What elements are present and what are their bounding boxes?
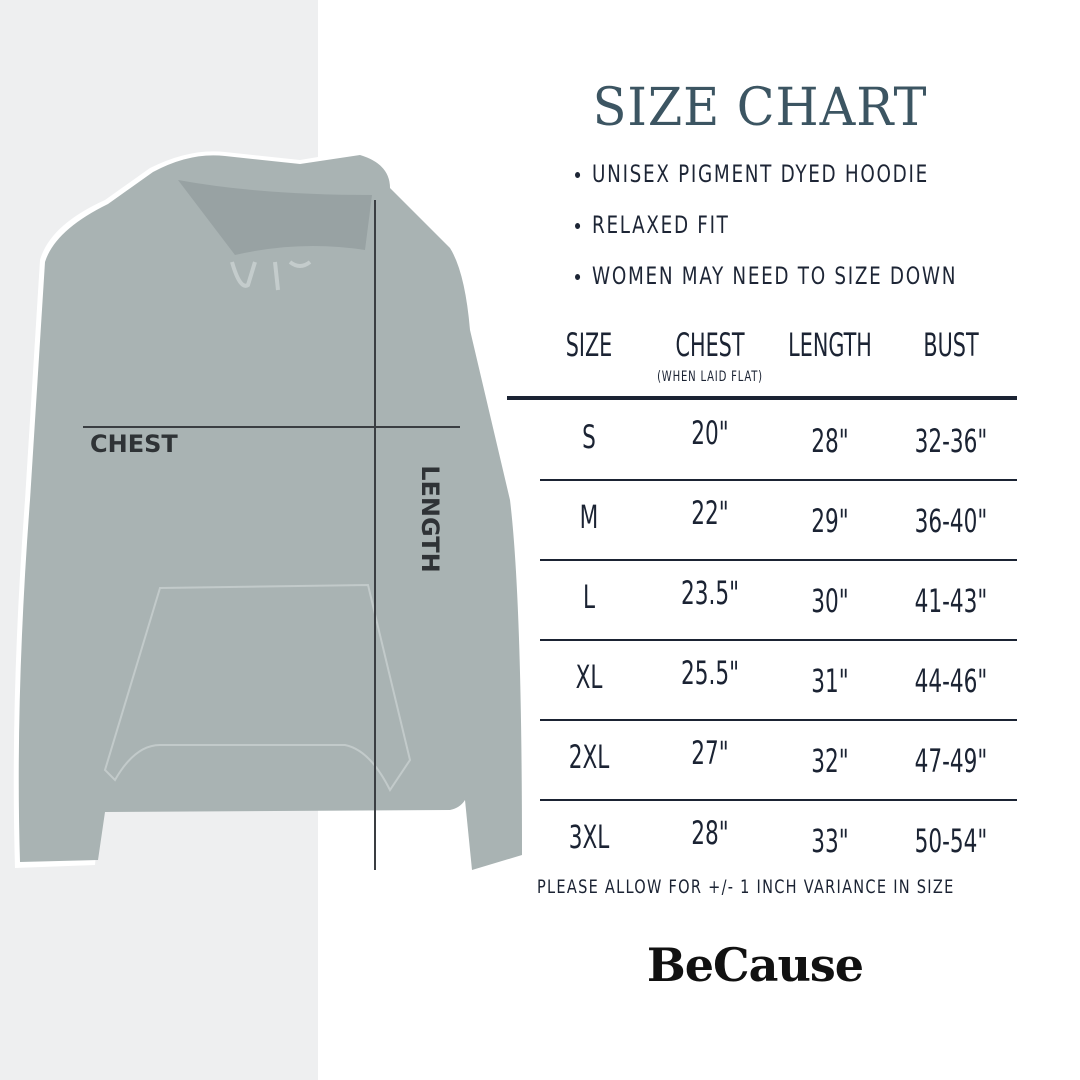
table-cell: 33" (811, 822, 849, 860)
row-divider (540, 799, 1017, 801)
chest-label: CHEST (90, 430, 178, 458)
variance-note: PLEASE ALLOW FOR +/- 1 INCH VARIANCE IN … (537, 876, 955, 898)
drawstring (230, 260, 312, 291)
table-cell: 36-40" (914, 502, 988, 540)
brand-logo: BeCause (646, 938, 864, 992)
table-cell: 29" (811, 502, 849, 540)
header-size: SIZE (565, 326, 613, 364)
row-divider (540, 559, 1017, 561)
table-cell: 28" (811, 422, 849, 460)
table-cell: 20" (691, 414, 729, 452)
feature-item: UNISEX PIGMENT DYED HOODIE (575, 160, 957, 211)
table-cell: 2XL (568, 738, 610, 776)
table-cell: 28" (691, 814, 729, 852)
hoodie-body (18, 155, 522, 870)
table-cell: 23.5" (681, 574, 739, 612)
table-cell: L (582, 578, 596, 616)
length-label: LENGTH (416, 465, 444, 573)
table-cell: M (579, 498, 599, 536)
feature-list: UNISEX PIGMENT DYED HOODIE RELAXED FIT W… (575, 160, 1025, 313)
table-cell: 32-36" (914, 422, 988, 460)
header-chest: CHEST (675, 326, 745, 364)
bullet-icon (575, 223, 581, 229)
header-bust: BUST (923, 326, 979, 364)
table-cell: 44-46" (914, 662, 988, 700)
row-divider (540, 479, 1017, 481)
hoodie-image (13, 150, 528, 878)
header-divider (507, 396, 1017, 400)
table-cell: 30" (811, 582, 849, 620)
row-divider (540, 719, 1017, 721)
table-cell: XL (575, 658, 603, 696)
table-cell: 3XL (568, 818, 610, 856)
pocket (103, 583, 412, 792)
table-cell: 25.5" (681, 654, 739, 692)
bullet-icon (575, 172, 581, 178)
table-cell: 50-54" (914, 822, 988, 860)
table-cell: 27" (691, 734, 729, 772)
row-divider (540, 639, 1017, 641)
table-cell: 41-43" (914, 582, 988, 620)
table-cell: 47-49" (914, 742, 988, 780)
feature-text: RELAXED FIT (592, 211, 730, 239)
table-cell: 32" (811, 742, 849, 780)
feature-text: UNISEX PIGMENT DYED HOODIE (592, 160, 929, 188)
feature-text: WOMEN MAY NEED TO SIZE DOWN (592, 262, 958, 290)
table-cell: 22" (691, 494, 729, 532)
header-length: LENGTH (788, 326, 872, 364)
feature-item: RELAXED FIT (575, 211, 957, 262)
chest-note: (WHEN LAID FLAT) (657, 369, 763, 385)
table-cell: 31" (811, 662, 849, 700)
hood-inner (178, 180, 372, 255)
table-cell: S (582, 418, 596, 456)
bullet-icon (575, 274, 581, 280)
feature-item: WOMEN MAY NEED TO SIZE DOWN (575, 262, 957, 313)
page-title: SIZE CHART (592, 78, 928, 138)
